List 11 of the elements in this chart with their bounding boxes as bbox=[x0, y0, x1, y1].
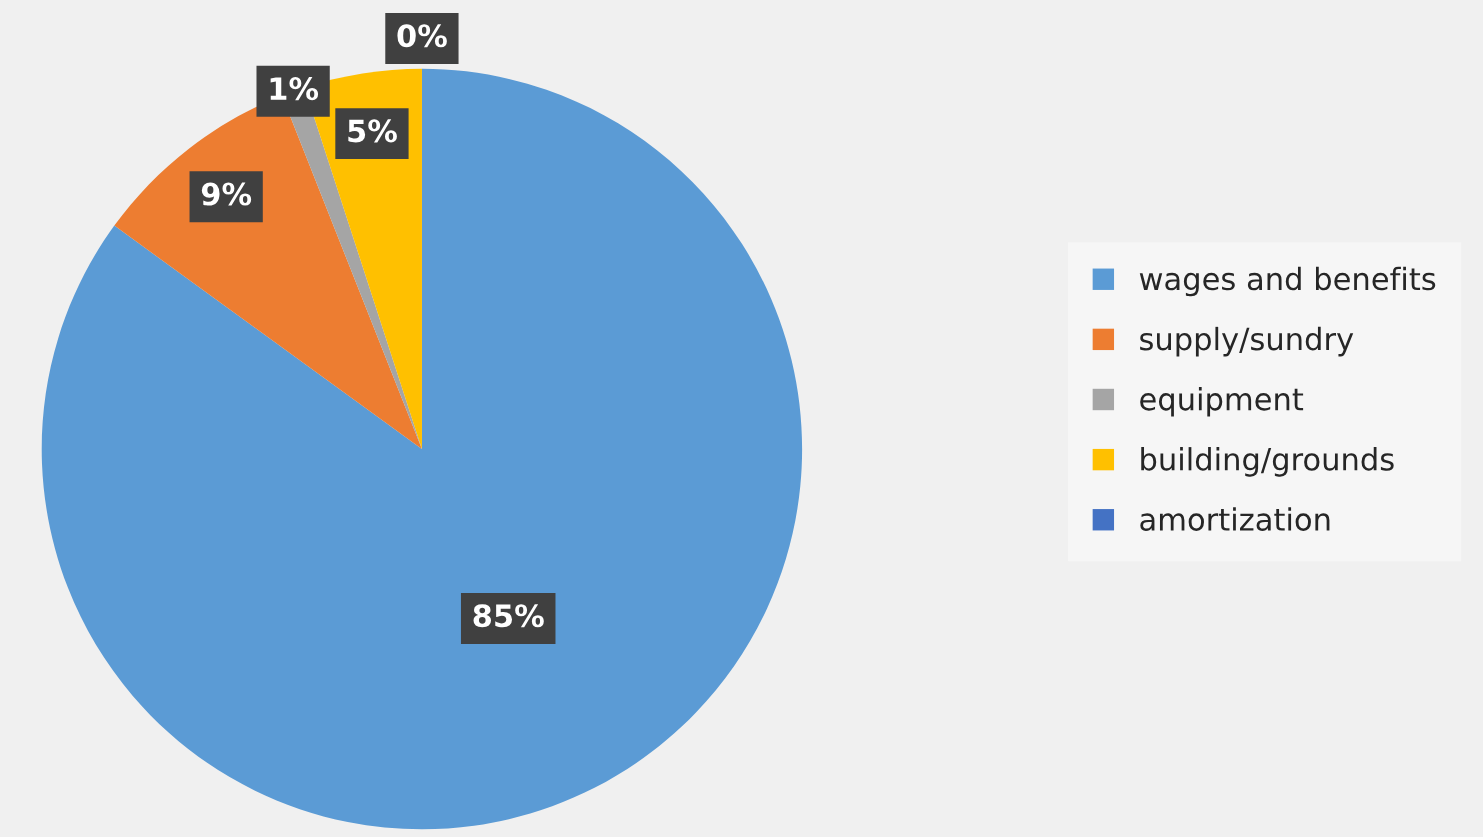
data-label: 85% bbox=[473, 604, 544, 628]
data-label: 1% bbox=[270, 77, 319, 101]
legend-label: supply/sundry bbox=[1140, 326, 1354, 357]
legend-label: equipment bbox=[1140, 386, 1304, 417]
data-label: 9% bbox=[201, 182, 252, 206]
legend-label: wages and benefits bbox=[1139, 266, 1436, 297]
data-label: 5% bbox=[348, 119, 397, 143]
pie-slice bbox=[41, 68, 803, 830]
text: 0% bbox=[397, 24, 447, 48]
legend-label: building/grounds bbox=[1141, 447, 1394, 477]
legend-label: amortization bbox=[1140, 507, 1330, 531]
